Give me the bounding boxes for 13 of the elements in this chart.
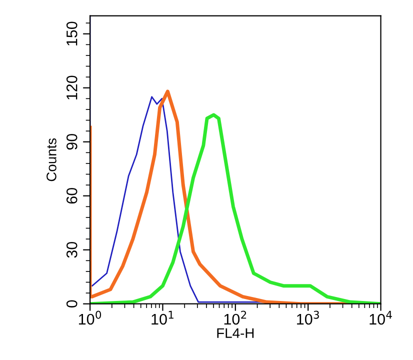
x-tick-label: 10$^{1}$ <box>152 310 174 325</box>
y-tick-label: 90 <box>66 134 78 150</box>
y-tick-label: 60 <box>66 188 78 204</box>
y-axis-title: Counts <box>46 138 56 182</box>
x-axis-title: FL4-H <box>217 328 254 338</box>
x-tick-label: 10$^{0}$ <box>78 310 102 325</box>
x-tick-label: 10$^{3}$ <box>297 310 319 325</box>
x-tick-label: 10$^{4}$ <box>370 310 392 325</box>
y-tick-label: 0 <box>66 300 78 308</box>
y-tick-label: 120 <box>66 76 78 100</box>
y-tick-label: 150 <box>66 22 78 46</box>
y-tick-label: 30 <box>66 242 78 258</box>
x-tick-label: 10$^{2}$ <box>224 310 246 325</box>
